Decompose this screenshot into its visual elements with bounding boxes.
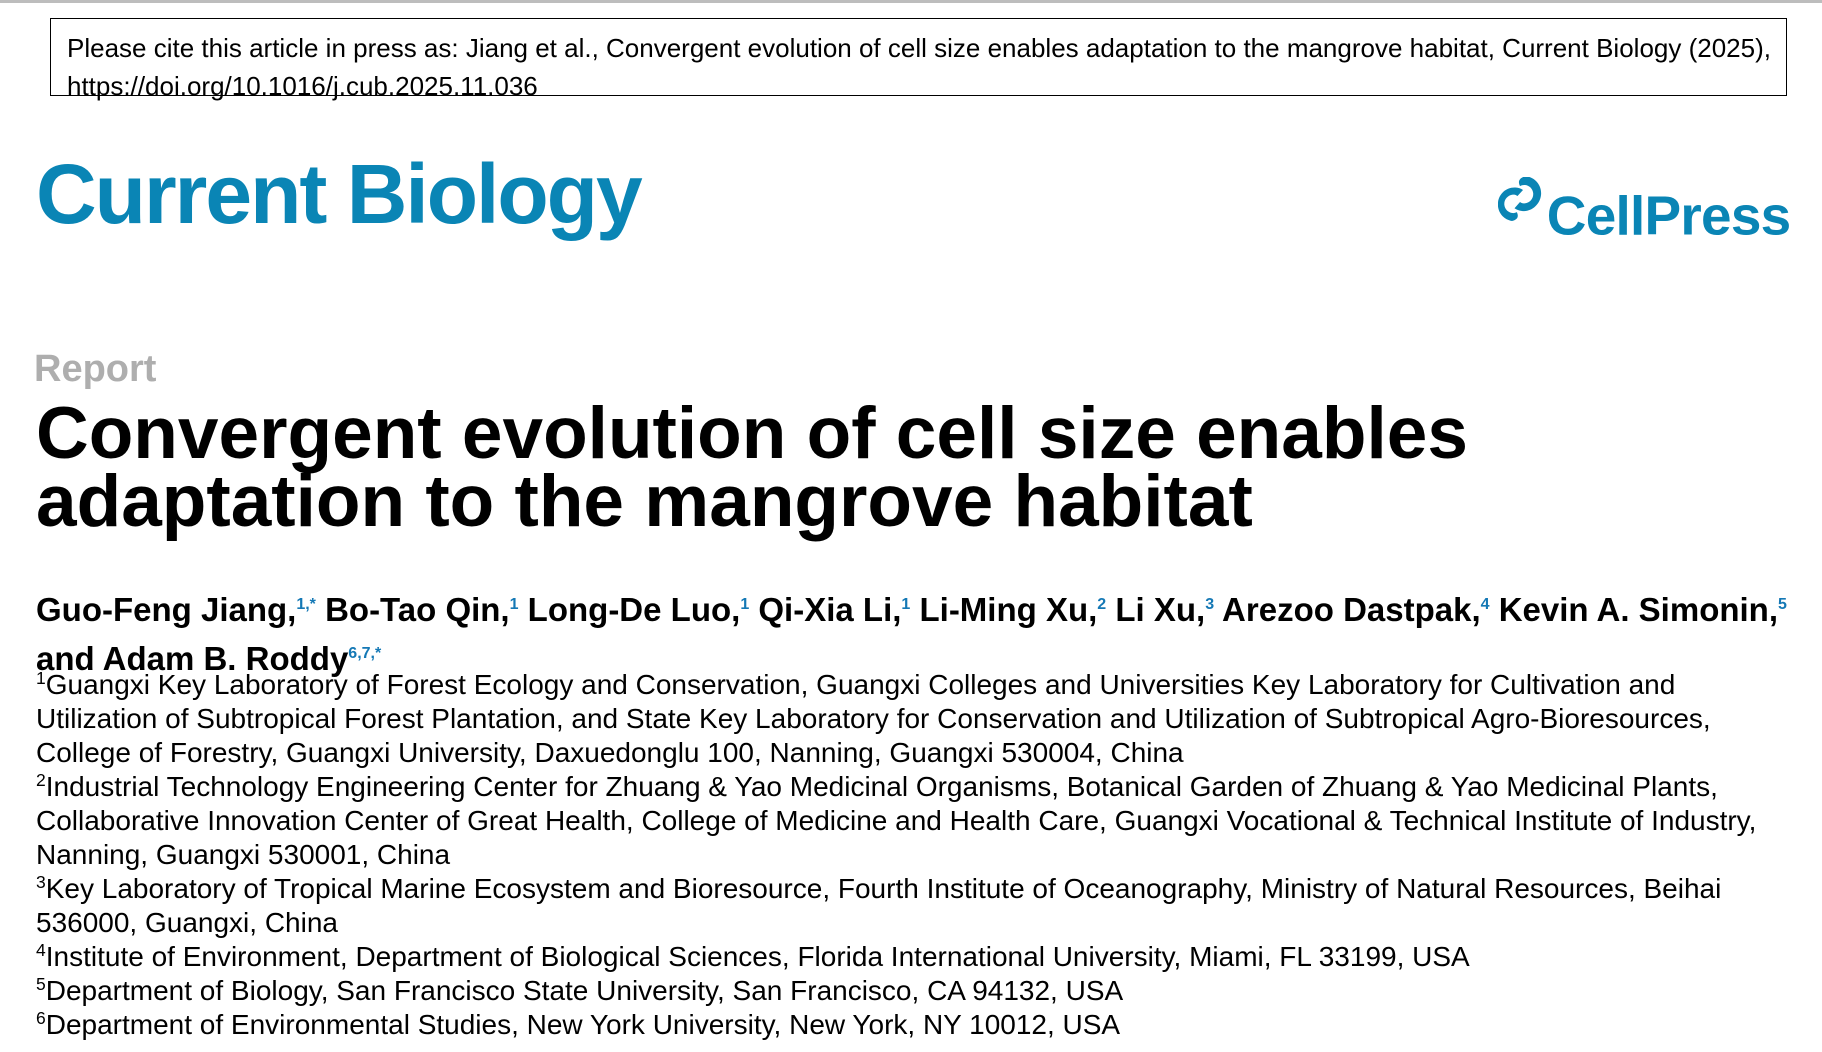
svg-text:CellPress: CellPress xyxy=(1547,185,1791,247)
